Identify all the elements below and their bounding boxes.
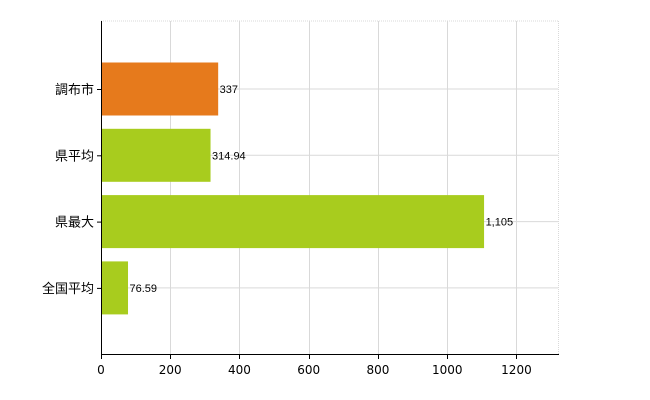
x-tick-label: 0 (97, 363, 105, 377)
x-tick-label: 1000 (432, 363, 463, 377)
category-label: 県平均 (55, 149, 94, 164)
value-label: 76.59 (130, 283, 158, 295)
bar-0 (101, 62, 219, 116)
axes (97, 21, 559, 359)
category-label: 県最大 (55, 216, 94, 231)
category-label: 全国平均 (42, 281, 94, 297)
category-label: 調布市 (55, 82, 94, 98)
bar-2 (101, 195, 485, 249)
bar-3 (101, 261, 129, 315)
x-tick-label: 200 (159, 363, 182, 377)
value-label: 1,105 (486, 217, 514, 229)
bars (101, 62, 485, 315)
x-tick-labels: 0 200 400 600 800 1000 1200 (97, 363, 532, 377)
x-tick-label: 800 (367, 363, 390, 377)
bar-1 (101, 128, 211, 182)
x-tick-label: 1200 (501, 363, 532, 377)
x-tick-label: 600 (297, 363, 320, 377)
x-tick-label: 400 (228, 363, 251, 377)
value-label: 337 (220, 84, 238, 96)
value-labels: 337 314.94 1,105 76.59 (130, 84, 514, 295)
value-label: 314.94 (212, 150, 246, 162)
